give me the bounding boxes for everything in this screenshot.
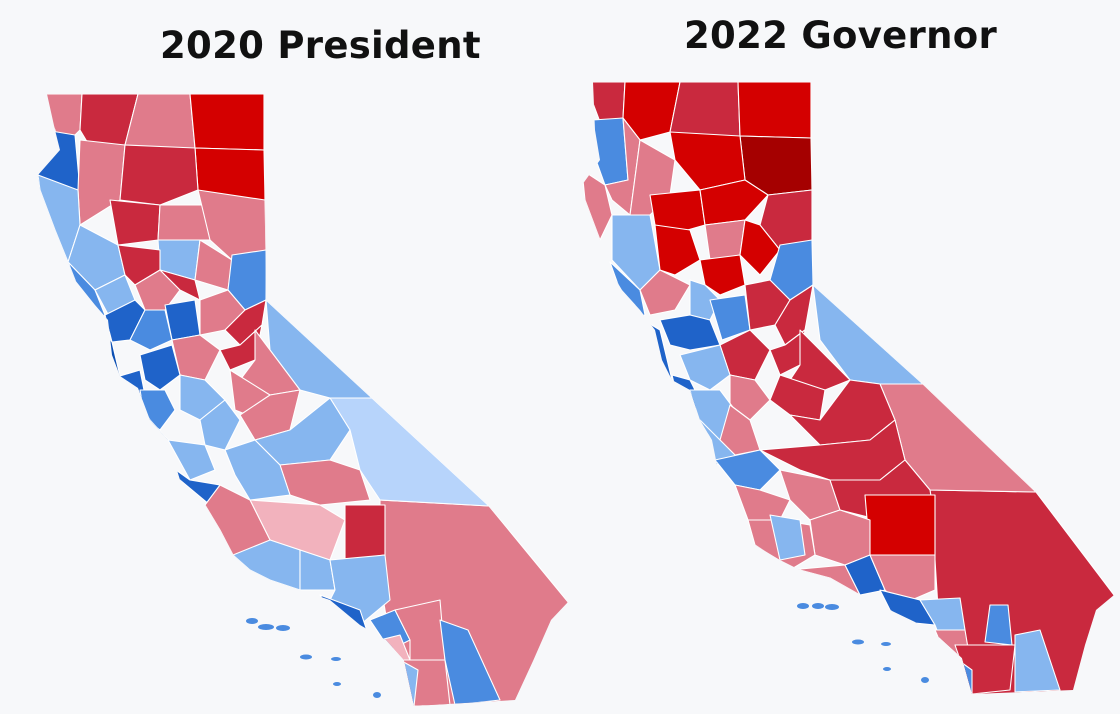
county-siskiyou-w-r[interactable]: [622, 82, 681, 141]
county-shasta[interactable]: [119, 144, 199, 206]
county-riverside-blue-r[interactable]: [984, 604, 1013, 646]
county-san-diego[interactable]: [389, 659, 451, 706]
county-la-r[interactable]: [869, 554, 936, 606]
county-san-benito-r[interactable]: [734, 484, 791, 521]
county-madera[interactable]: [239, 389, 301, 441]
county-colusa-r[interactable]: [654, 224, 701, 276]
county-stanislaus-r[interactable]: [729, 374, 771, 421]
county-kern-e[interactable]: [344, 504, 386, 561]
county-del-norte-r[interactable]: [584, 82, 626, 123]
county-santa-clara[interactable]: [139, 389, 176, 431]
map-title-2020-president: 2020 President: [160, 24, 481, 67]
islands-left: [246, 618, 381, 698]
county-la-coast-r[interactable]: [879, 589, 936, 626]
county-kern-w-r[interactable]: [809, 509, 871, 566]
county-shasta-r[interactable]: [669, 131, 746, 191]
county-yuba[interactable]: [134, 269, 181, 311]
county-napa-r[interactable]: [639, 269, 691, 316]
map-2020-president: [38, 94, 568, 706]
county-san-benito[interactable]: [167, 439, 216, 481]
map-2022-governor: [582, 82, 1114, 694]
county-nevada-r[interactable]: [739, 219, 781, 276]
county-solano[interactable]: [129, 309, 173, 351]
county-tehama[interactable]: [109, 199, 161, 246]
county-modoc[interactable]: [189, 94, 265, 151]
county-slo-coast-r[interactable]: [769, 514, 806, 561]
islands-right: [797, 603, 929, 683]
county-yuba-r[interactable]: [699, 254, 746, 296]
county-mendocino-r[interactable]: [582, 169, 613, 241]
county-alameda[interactable]: [139, 344, 181, 391]
county-monterey-r[interactable]: [714, 449, 781, 491]
county-san-diego-r[interactable]: [954, 644, 1016, 694]
county-siskiyou-r[interactable]: [669, 82, 741, 139]
county-kern-r[interactable]: [864, 494, 936, 556]
county-alameda-r[interactable]: [679, 344, 731, 391]
map-title-2022-governor: 2022 Governor: [684, 14, 998, 57]
county-amador[interactable]: [224, 299, 267, 346]
county-amador-r[interactable]: [774, 284, 814, 346]
county-merced[interactable]: [199, 399, 241, 451]
county-humboldt-r[interactable]: [592, 117, 629, 186]
county-kings[interactable]: [224, 439, 291, 501]
county-modoc-r[interactable]: [737, 82, 812, 139]
county-siskiyou[interactable]: [124, 94, 196, 151]
county-butte-r[interactable]: [704, 219, 746, 261]
county-plumas-r[interactable]: [699, 179, 769, 226]
county-solano-r[interactable]: [659, 314, 721, 351]
county-imperial-r[interactable]: [1014, 629, 1061, 693]
county-tulare[interactable]: [279, 459, 371, 506]
